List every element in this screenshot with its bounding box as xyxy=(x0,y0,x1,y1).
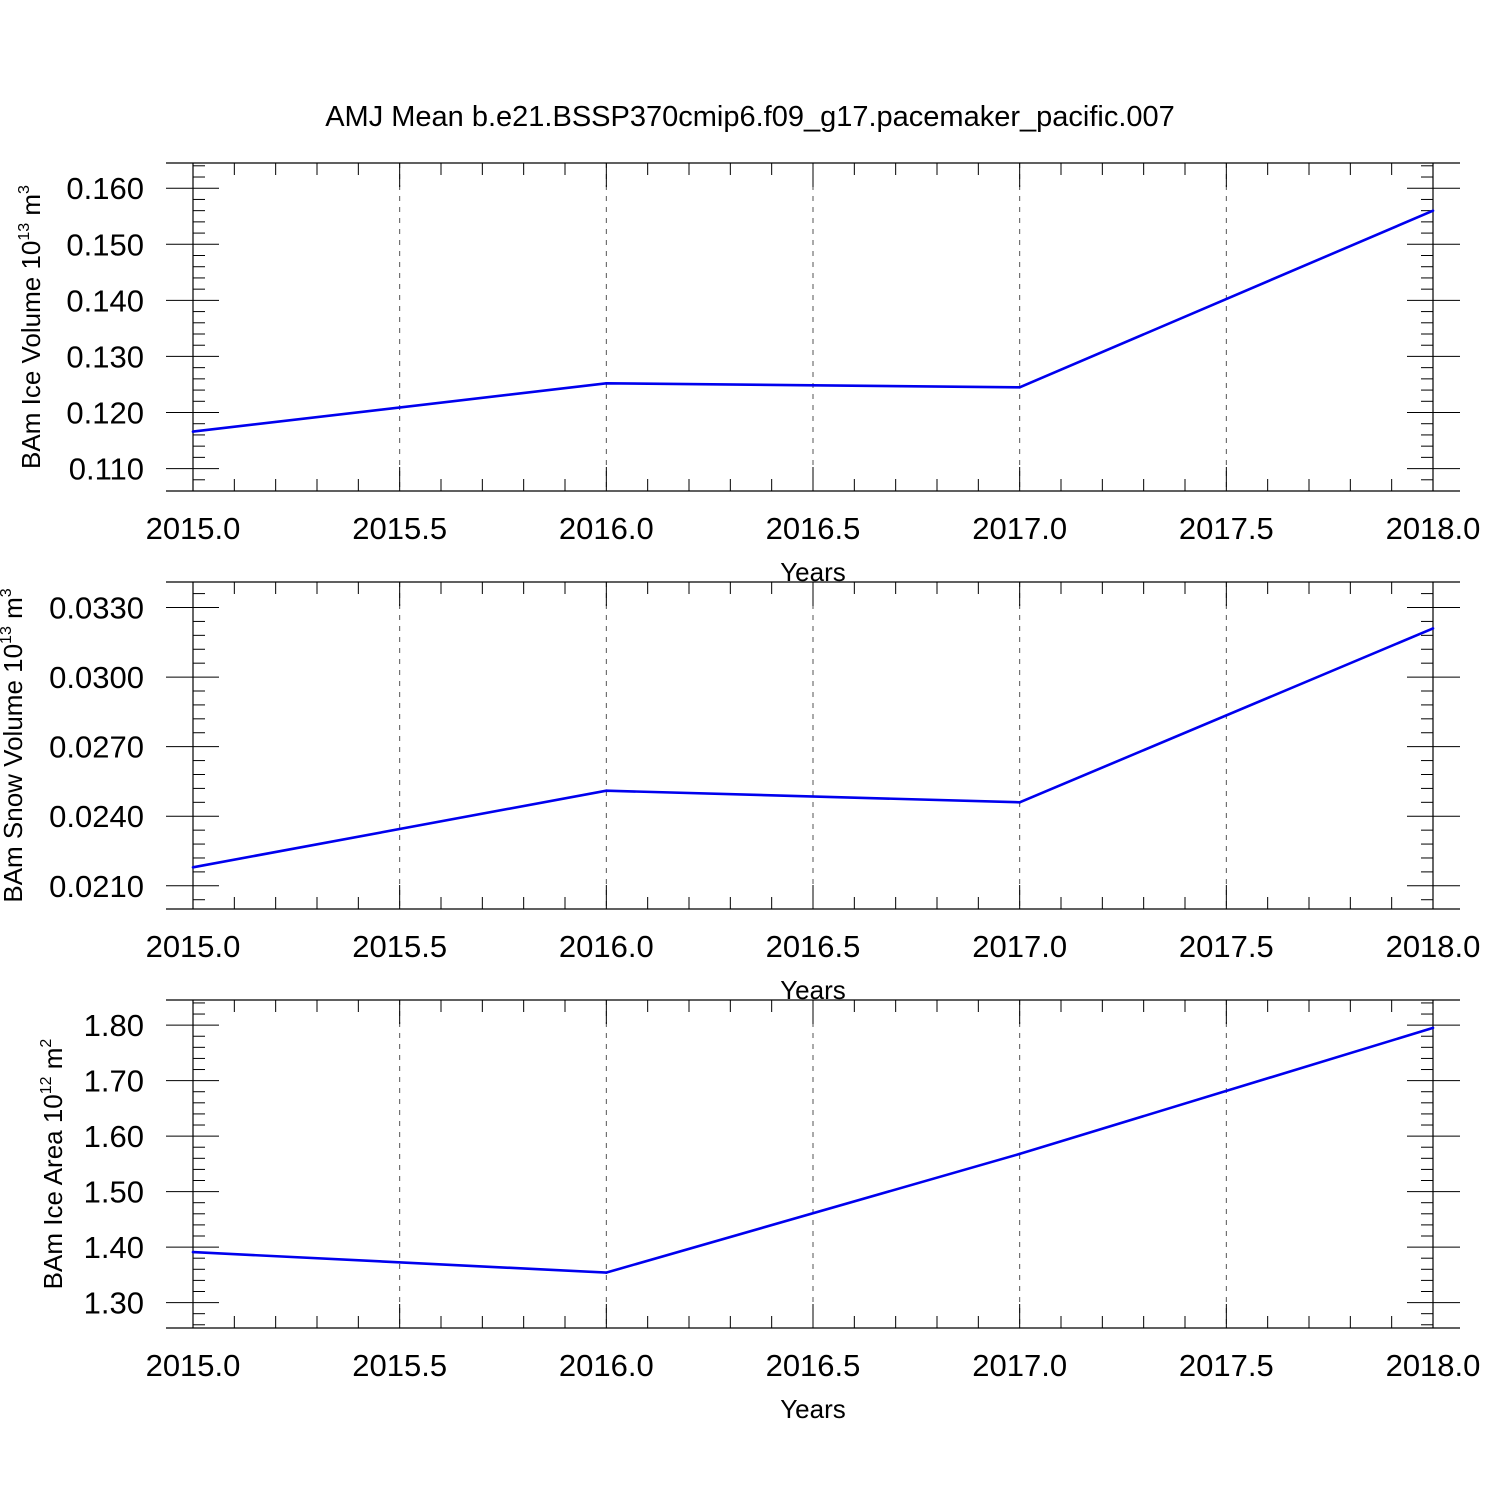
y-tick-label: 1.70 xyxy=(84,1064,144,1099)
x-tick-label: 2015.0 xyxy=(146,1348,241,1383)
data-point xyxy=(191,430,195,433)
data-point xyxy=(1018,1152,1021,1156)
y-tick-label: 0.150 xyxy=(66,227,144,262)
y-axis-label-part: BAm Snow Volume 10 xyxy=(0,644,28,903)
x-tick-label: 2015.0 xyxy=(146,929,241,964)
y-tick-label: 1.50 xyxy=(84,1175,144,1210)
panel-3: 2015.0 2015.5 2016.0 2016.5 2017.0 2017.5 2018… xyxy=(38,999,1481,1424)
y-axis-label-part: BAm Ice Volume 10 xyxy=(16,241,46,469)
y-axis-label-superscript: 2 xyxy=(38,1039,55,1048)
x-tick-label: 2017.0 xyxy=(972,1348,1067,1383)
x-tick-label: 2015.5 xyxy=(352,511,447,546)
x-tick-label: 2016.0 xyxy=(559,929,654,964)
y-axis-label-superscript: 13 xyxy=(16,223,33,241)
y-axis-label: BAm Ice Area 1012 m2 xyxy=(38,1039,68,1290)
y-axis-label: BAm Snow Volume 1013 m3 xyxy=(0,588,28,902)
x-tick-label: 2017.5 xyxy=(1179,511,1274,546)
y-axis-label-part: m xyxy=(0,597,28,626)
y-axis-label-superscript: 3 xyxy=(16,185,33,194)
y-tick-label: 0.120 xyxy=(66,396,144,431)
y-tick-label: 0.0300 xyxy=(49,660,144,695)
figure-title: AMJ Mean b.e21.BSSP370cmip6.f09_g17.pace… xyxy=(325,101,1175,133)
x-tick-label: 2017.0 xyxy=(972,929,1067,964)
x-tick-label: 2017.0 xyxy=(972,511,1067,546)
x-tick-label: 2016.0 xyxy=(559,1348,654,1383)
data-point xyxy=(1018,801,1021,804)
x-tick-label: 2015.5 xyxy=(352,929,447,964)
data-point xyxy=(1431,1026,1435,1030)
x-tick-label: 2015.0 xyxy=(146,511,241,546)
panels: 2015.0 2015.5 2016.0 2016.5 2017.0 2017.5 2018… xyxy=(0,162,1481,1424)
x-tick-label: 2018.0 xyxy=(1386,511,1481,546)
y-axis-label-part: m xyxy=(16,194,46,223)
series-line xyxy=(192,209,1434,433)
y-axis-label-superscript: 12 xyxy=(38,1076,55,1094)
x-tick-label: 2016.5 xyxy=(766,1348,861,1383)
x-tick-label: 2018.0 xyxy=(1386,929,1481,964)
y-axis-label-superscript: 13 xyxy=(0,626,15,644)
y-tick-label: 0.130 xyxy=(66,339,144,374)
x-tick-label: 2017.5 xyxy=(1179,929,1274,964)
data-point xyxy=(1431,209,1435,212)
x-tick-label: 2016.0 xyxy=(559,511,654,546)
data-point xyxy=(191,865,195,869)
y-tick-label: 0.0270 xyxy=(49,730,144,765)
data-point xyxy=(1431,627,1435,630)
data-point xyxy=(1018,385,1021,389)
x-tick-label: 2016.5 xyxy=(766,929,861,964)
data-point xyxy=(605,789,608,793)
panel-2: 2015.0 2015.5 2016.0 2016.5 2017.0 2017.5 2018… xyxy=(0,581,1481,1005)
y-tick-label: 0.0240 xyxy=(49,799,144,834)
y-tick-label: 0.0210 xyxy=(49,869,144,904)
y-tick-label: 0.0330 xyxy=(49,591,144,626)
series-line xyxy=(192,627,1434,869)
x-tick-label: 2016.5 xyxy=(766,511,861,546)
data-point xyxy=(605,382,608,385)
x-tick-label: 2017.5 xyxy=(1179,1348,1274,1383)
y-tick-label: 1.80 xyxy=(84,1008,144,1043)
y-tick-label: 0.110 xyxy=(69,452,144,487)
y-axis-label-superscript: 3 xyxy=(0,588,15,597)
y-axis-label: BAm Ice Volume 1013 m3 xyxy=(16,185,46,469)
y-tick-label: 1.30 xyxy=(84,1286,144,1321)
x-tick-label: 2018.0 xyxy=(1386,1348,1481,1383)
y-tick-label: 0.160 xyxy=(66,171,144,206)
y-tick-label: 0.140 xyxy=(66,283,144,318)
x-axis-label: Years xyxy=(780,1394,846,1424)
y-tick-label: 1.40 xyxy=(84,1230,144,1265)
y-axis-label-part: BAm Ice Area 10 xyxy=(38,1094,68,1289)
y-axis-label-part: m xyxy=(38,1048,68,1077)
data-point xyxy=(191,1250,195,1254)
y-tick-label: 1.60 xyxy=(84,1119,144,1154)
data-point xyxy=(605,1271,608,1274)
x-tick-label: 2015.5 xyxy=(352,1348,447,1383)
series-line xyxy=(192,1026,1434,1274)
panel-1: 2015.0 2015.5 2016.0 2016.5 2017.0 2017.5 2018… xyxy=(16,162,1481,587)
